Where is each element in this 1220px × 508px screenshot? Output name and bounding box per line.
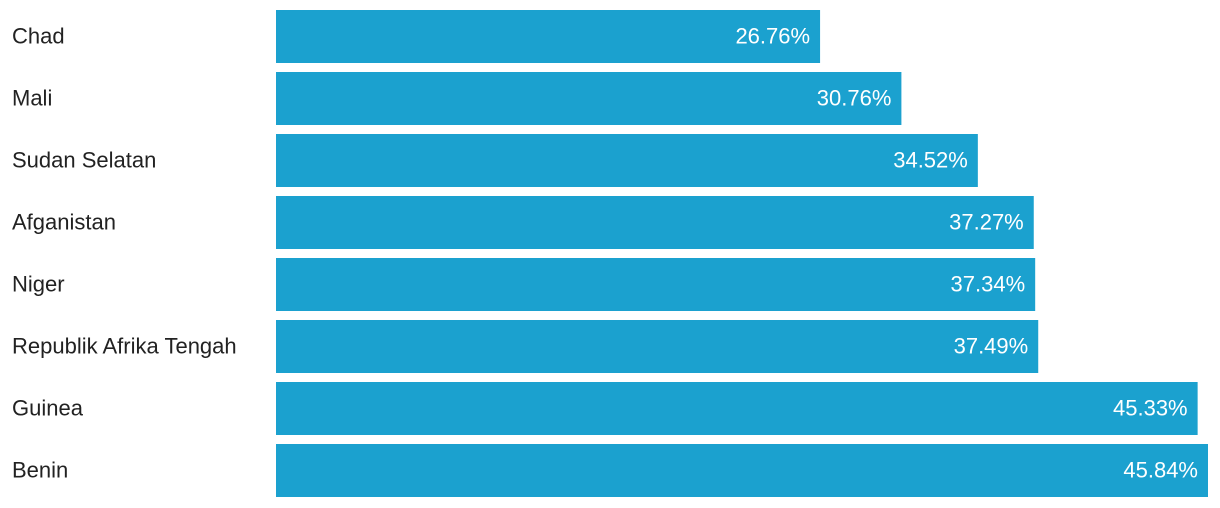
category-label: Republik Afrika Tengah bbox=[12, 333, 237, 358]
category-label: Chad bbox=[12, 23, 65, 48]
category-label: Niger bbox=[12, 271, 65, 296]
bar bbox=[276, 10, 821, 63]
bar bbox=[276, 320, 1039, 373]
category-label: Benin bbox=[12, 457, 68, 482]
value-label: 37.34% bbox=[951, 271, 1026, 296]
category-label: Guinea bbox=[12, 395, 84, 420]
bar bbox=[276, 134, 978, 187]
bar bbox=[276, 444, 1208, 497]
value-label: 45.84% bbox=[1123, 457, 1198, 482]
category-label: Mali bbox=[12, 85, 52, 110]
value-label: 30.76% bbox=[817, 85, 892, 110]
category-label: Sudan Selatan bbox=[12, 147, 156, 172]
bar bbox=[276, 72, 902, 125]
bar bbox=[276, 382, 1198, 435]
value-label: 37.27% bbox=[949, 209, 1024, 234]
value-label: 45.33% bbox=[1113, 395, 1188, 420]
category-label: Afganistan bbox=[12, 209, 116, 234]
value-label: 34.52% bbox=[893, 147, 968, 172]
bar bbox=[276, 196, 1034, 249]
value-label: 26.76% bbox=[735, 23, 810, 48]
value-label: 37.49% bbox=[954, 333, 1029, 358]
bar bbox=[276, 258, 1036, 311]
